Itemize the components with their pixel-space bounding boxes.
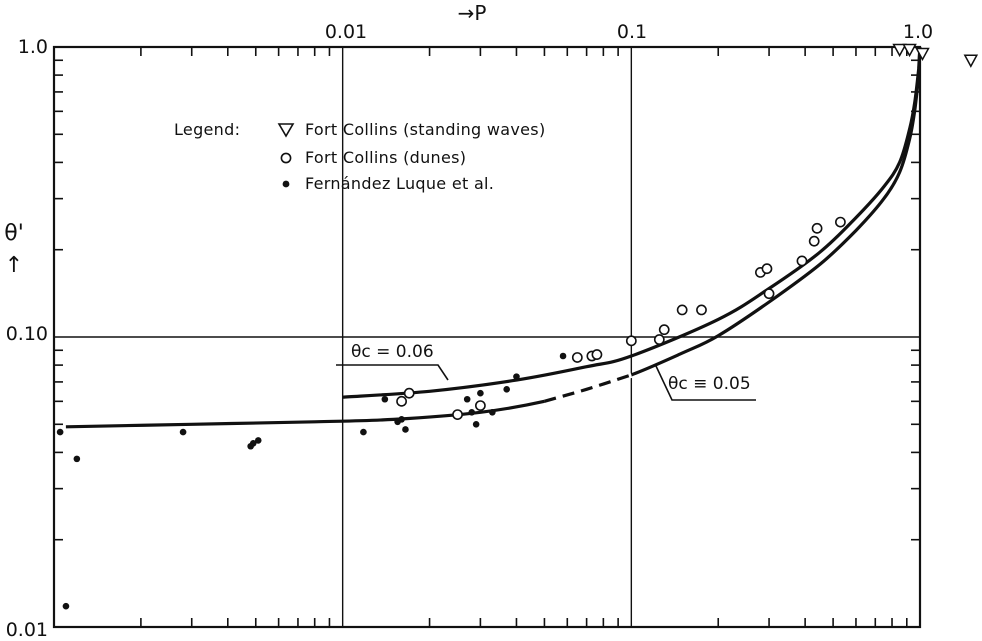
marker-fernandez-point <box>56 428 64 436</box>
legend-marker-filled-dot <box>282 180 290 188</box>
tick-layer <box>54 47 920 627</box>
marker-dune-point <box>396 395 407 407</box>
marker-dune-point <box>403 387 415 399</box>
y-axis-label-arrow: ↑ <box>5 253 23 278</box>
y-axis-label: θ' <box>4 221 24 246</box>
marker-dune-point <box>761 263 773 275</box>
curve-theta-c-0 <box>342 46 922 399</box>
marker-dune-point <box>571 352 583 363</box>
x-tick-label-0.01: 0.01 <box>325 21 367 43</box>
marker-standing-wave-point <box>915 47 930 62</box>
marker-fernandez-point <box>179 428 187 436</box>
curve-annotation-006: θc = 0.06 <box>336 342 449 381</box>
marker-standing-wave-point <box>902 43 917 58</box>
marker-fernandez-point <box>247 442 254 450</box>
marker-fernandez-point <box>463 395 471 403</box>
legend-title: Legend: <box>174 120 240 139</box>
legend-label-fernandez: Fernández Luque et al. <box>305 174 494 193</box>
curve-layer <box>65 46 922 429</box>
plot-frame <box>52 45 922 629</box>
legend-label-standing-waves: Fort Collins (standing waves) <box>305 120 545 139</box>
marker-dune-point <box>452 409 463 421</box>
curve-theta-c-1 <box>65 46 922 429</box>
legend-marker-open-circle <box>280 152 292 164</box>
marker-dune-point <box>676 304 688 316</box>
marker-dune-point <box>591 349 603 360</box>
legend-marker-triangle <box>277 123 295 138</box>
curve-label-006: θc = 0.06 <box>351 342 434 362</box>
marker-fernandez-point <box>360 428 367 436</box>
marker-fernandez-point <box>62 602 70 610</box>
y-tick-label-0.10: 0.10 <box>6 323 48 345</box>
marker-fernandez-point <box>381 395 389 403</box>
marker-fernandez-point <box>254 437 262 444</box>
marker-dune-point <box>658 324 670 336</box>
x-axis-label: →P <box>458 1 487 25</box>
marker-standing-wave-point <box>892 43 907 58</box>
legend: Legend: Fort Collins (standing waves) Fo… <box>174 120 545 193</box>
x-tick-label-0.1: 0.1 <box>617 21 647 43</box>
curve-annotation-005: θc ≡ 0.05 <box>655 365 756 401</box>
x-tick-label-1.0: 1.0 <box>903 21 933 43</box>
marker-dune-point <box>835 216 846 228</box>
marker-fernandez-point <box>73 455 81 463</box>
marker-dune-point <box>625 335 637 347</box>
marker-dune-point <box>811 222 823 234</box>
curve-label-005-leader <box>655 365 756 401</box>
marker-dune-point <box>763 288 775 300</box>
curve-dashed-segment <box>543 373 632 403</box>
marker-fernandez-point <box>559 352 567 360</box>
marker-fernandez-point <box>477 389 484 397</box>
marker-dune-point <box>808 235 820 247</box>
marker-dune-point <box>796 255 808 267</box>
y-tick-label-1.0: 1.0 <box>18 36 48 58</box>
marker-dune-point <box>653 334 665 345</box>
marker-fernandez-point <box>503 386 510 393</box>
marker-fernandez-point <box>513 373 520 380</box>
marker-fernandez-point <box>472 420 480 428</box>
legend-label-dunes: Fort Collins (dunes) <box>305 148 466 167</box>
marker-fernandez-point <box>402 426 409 433</box>
marker-standing-wave-point <box>963 54 979 68</box>
marker-fernandez-point <box>398 416 405 423</box>
curve-label-005: θc ≡ 0.05 <box>668 374 751 394</box>
curve-label-006-leader <box>336 364 449 381</box>
marker-fernandez-point <box>489 408 496 416</box>
marker-layer <box>56 43 979 610</box>
marker-dune-point <box>696 304 707 316</box>
marker-dune-point <box>474 400 486 412</box>
marker-fernandez-point <box>468 408 476 416</box>
y-tick-label-0.01: 0.01 <box>6 619 48 641</box>
